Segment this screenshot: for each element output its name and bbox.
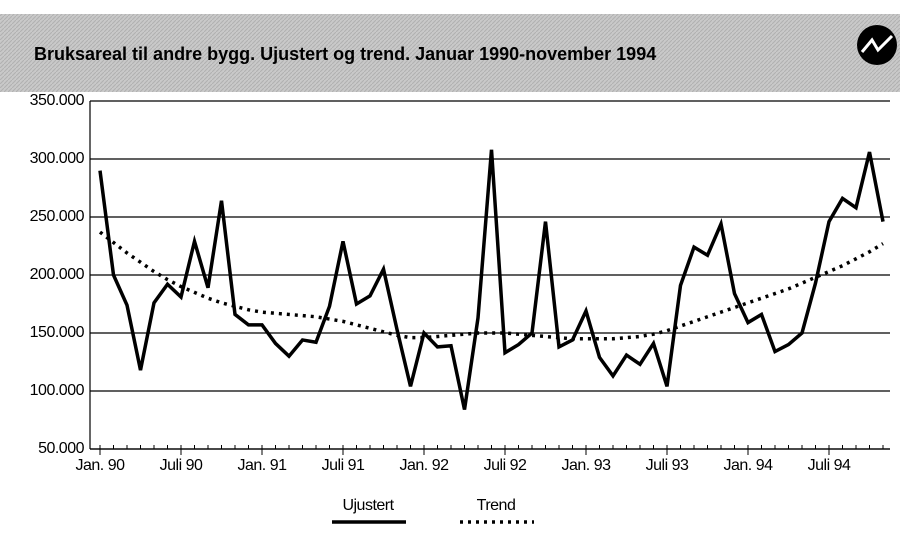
x-tick-label: Jan. 90 [76, 457, 126, 474]
y-tick-label: 350.000 [30, 92, 85, 109]
x-tick-label: Juli 93 [646, 457, 689, 474]
x-tick-label: Juli 92 [484, 457, 527, 474]
y-tick-label: 250.000 [30, 208, 85, 225]
series-line [98, 149, 885, 410]
y-tick-label: 100.000 [30, 382, 85, 399]
x-tick-label: Juli 90 [160, 457, 203, 474]
y-tick-label: 150.000 [30, 324, 85, 341]
x-tick-label: Juli 94 [808, 457, 851, 474]
logo [857, 25, 897, 65]
x-tick-label: Jan. 94 [724, 457, 774, 474]
title-banner [0, 14, 900, 92]
x-tick-label: Juli 91 [322, 457, 365, 474]
x-tick-label: Jan. 93 [562, 457, 612, 474]
legend-label: Ujustert [342, 497, 394, 514]
y-tick-label: 300.000 [30, 150, 85, 167]
x-tick-label: Jan. 91 [238, 457, 288, 474]
legend-label: Trend [477, 497, 516, 514]
x-tick-label: Jan. 92 [400, 457, 450, 474]
chart-title: Bruksareal til andre bygg. Ujustert og t… [34, 44, 656, 64]
y-tick-label: 200.000 [30, 266, 85, 283]
y-tick-label: 50.000 [38, 440, 85, 457]
series-line [98, 230, 884, 341]
